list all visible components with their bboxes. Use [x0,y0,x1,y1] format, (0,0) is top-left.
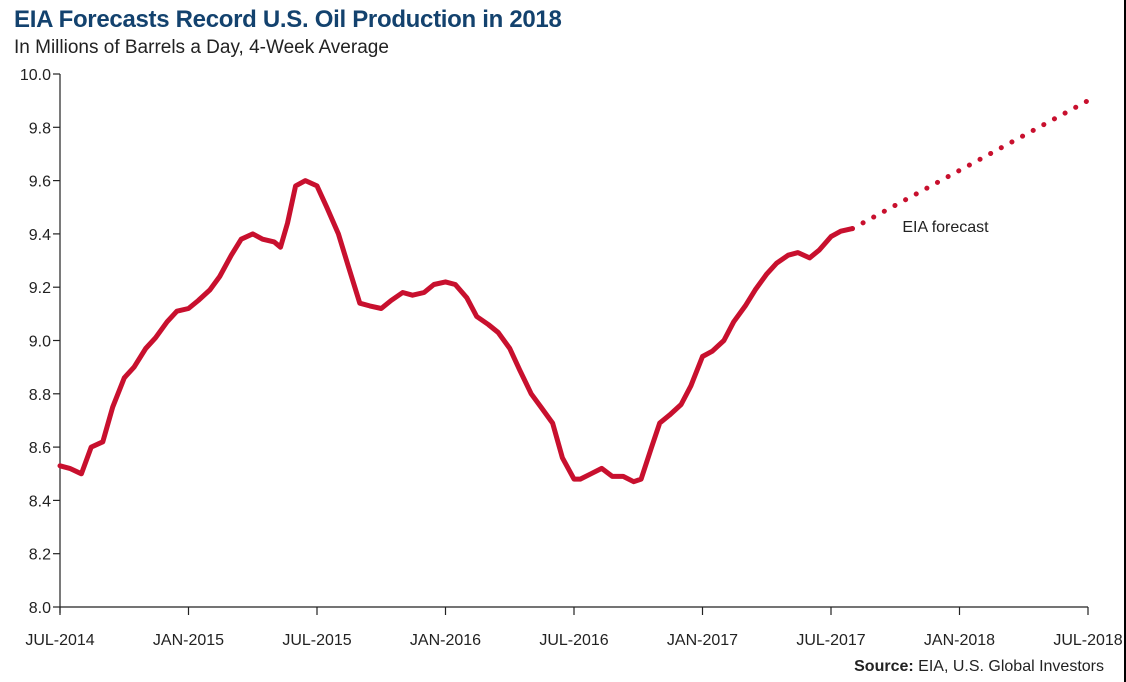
y-tick-label: 9.8 [29,120,51,137]
y-tick-label: 8.0 [29,600,51,617]
chart-subtitle: In Millions of Barrels a Day, 4-Week Ave… [14,37,389,58]
forecast-line [849,98,1091,232]
y-tick-label: 9.0 [29,334,51,351]
annotations: EIA forecast [902,219,989,236]
y-tick-label: 8.6 [29,440,51,457]
y-tick-label: 10.0 [20,67,51,84]
y-tick-label: 9.6 [29,174,51,191]
y-axis: 8.0 8.2 8.4 8.6 8.8 9.0 9.2 9.4 9.6 9.8 10.0 [20,67,61,617]
y-tick-label: 8.8 [29,387,51,404]
y-tick-label: 9.2 [29,280,51,297]
production-line [57,178,855,485]
x-tick-label: JAN-2015 [153,632,224,649]
chart-title: EIA Forecasts Record U.S. Oil Production… [14,6,562,33]
x-tick-label: JAN-2017 [667,632,738,649]
source-note: Source: EIA, U.S. Global Investors [854,658,1104,676]
x-tick-label: JAN-2018 [924,632,995,649]
forecast-annotation: EIA forecast [902,219,989,236]
source-text: EIA, U.S. Global Investors [913,658,1104,675]
y-tick-label: 9.4 [29,227,51,244]
data-series [57,98,1091,485]
x-tick-label: JUL-2018 [1053,632,1122,649]
x-tick-label: JUL-2014 [25,632,94,649]
x-tick-label: JUL-2016 [539,632,608,649]
x-tick-label: JUL-2017 [796,632,865,649]
x-tick-label: JUL-2015 [282,632,351,649]
source-label: Source: [854,658,914,675]
y-tick-label: 8.4 [29,493,51,510]
y-tick-label: 8.2 [29,547,51,564]
x-tick-label: JAN-2016 [410,632,481,649]
x-axis: JUL-2014 JAN-2015 JUL-2015 JAN-2016 JUL-2016… [25,606,1123,649]
